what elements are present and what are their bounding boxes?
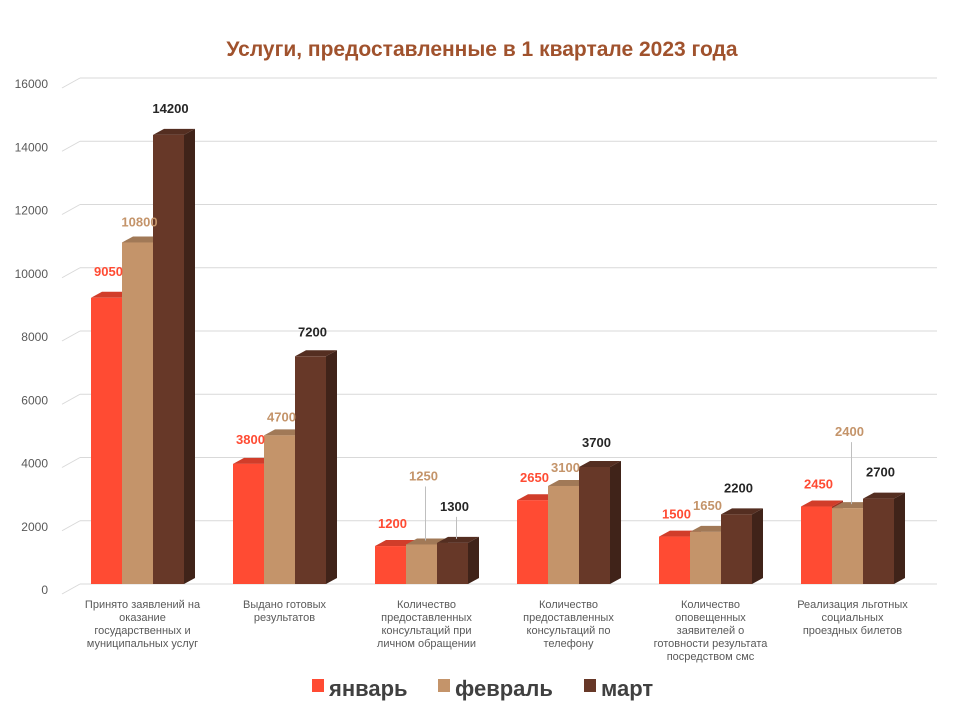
legend-swatch — [584, 679, 596, 692]
legend-swatch — [312, 679, 324, 692]
legend-swatch — [438, 679, 450, 692]
legend-label: январь — [328, 676, 408, 701]
data-label: 3800 — [236, 432, 265, 447]
bar-front — [863, 498, 894, 584]
category-label: Количество оповещенных заявителей о готовно… — [654, 599, 769, 663]
bar-front — [233, 463, 264, 584]
bar-front — [91, 297, 122, 584]
data-label: 2200 — [724, 480, 753, 495]
bar-top — [153, 128, 195, 135]
data-label: 2400 — [835, 424, 864, 439]
bar-front — [295, 356, 326, 584]
data-label: 1300 — [440, 499, 469, 514]
y-tick-label: 10000 — [15, 267, 49, 281]
data-label: 14200 — [152, 101, 188, 116]
category-labels: Принято заявлений на оказание государствен… — [85, 599, 908, 663]
data-label: 7200 — [298, 324, 327, 339]
bars — [91, 128, 905, 585]
bar-front — [437, 542, 468, 584]
y-tick-label: 2000 — [21, 520, 48, 534]
bar — [153, 128, 195, 585]
data-label: 2650 — [520, 470, 549, 485]
gridline-depth — [61, 330, 81, 342]
bar-front — [517, 500, 548, 584]
bar-front — [659, 536, 690, 584]
gridline-depth — [61, 204, 81, 215]
bar-top — [579, 460, 621, 467]
bar — [579, 460, 621, 584]
gridline-depth — [61, 520, 81, 532]
data-label: 1200 — [378, 516, 407, 531]
bar-front — [375, 546, 406, 584]
bar — [437, 536, 479, 584]
bar — [863, 492, 905, 584]
bar-top — [801, 500, 843, 507]
data-label: 10800 — [121, 214, 157, 229]
data-label: 3700 — [582, 435, 611, 450]
y-tick-label: 0 — [41, 583, 48, 597]
gridline-depth — [61, 77, 81, 89]
bar-top — [863, 492, 905, 499]
bar-front — [548, 485, 579, 584]
gridline-depth — [61, 267, 81, 279]
legend-label: март — [601, 676, 653, 701]
legend-item: январь — [312, 676, 408, 701]
bar-front — [721, 514, 752, 584]
category-label: Выдано готовых результатов — [243, 599, 326, 624]
gridline-depth — [61, 393, 81, 405]
bar-front — [264, 435, 295, 584]
bar-front — [153, 134, 184, 585]
bar-front — [690, 531, 721, 584]
gridline-depth — [61, 457, 81, 468]
y-tick-label: 12000 — [15, 204, 49, 218]
legend-item: февраль — [438, 676, 553, 701]
gridline-depth — [61, 140, 81, 152]
grid — [61, 77, 937, 595]
bar — [721, 508, 763, 584]
bar-front — [406, 544, 437, 584]
category-label: Количество предоставленных консультаций пр… — [377, 599, 476, 650]
data-label: 9050 — [94, 264, 123, 279]
bar-front — [579, 466, 610, 584]
bar-side — [326, 350, 337, 584]
data-label: 4700 — [267, 409, 296, 424]
y-tick-label: 4000 — [21, 457, 48, 471]
bar-front — [122, 242, 153, 584]
legend: январь февраль март — [312, 676, 653, 701]
y-tick-label: 8000 — [21, 330, 48, 344]
data-label: 3100 — [551, 460, 580, 475]
y-tick-label: 14000 — [15, 140, 49, 154]
bar-side — [610, 460, 621, 584]
category-label: Количество предоставленных консультаций по… — [523, 599, 614, 650]
data-label: 1250 — [409, 468, 438, 483]
bar — [295, 350, 337, 584]
bar-front — [832, 508, 863, 584]
bar-top — [721, 508, 763, 515]
bar-side — [184, 128, 195, 585]
y-tick-label: 6000 — [21, 393, 48, 407]
category-label: Реализация льготных социальных проездных б… — [797, 599, 908, 637]
data-label: 2700 — [866, 465, 895, 480]
bar-top — [437, 536, 479, 543]
data-label: 1650 — [693, 498, 722, 513]
y-axis-ticks: 0 2000 4000 6000 8000 10000 12000 14000 16000 — [15, 77, 49, 597]
category-label: Принято заявлений на оказание государствен… — [85, 599, 201, 650]
legend-label: февраль — [455, 676, 553, 701]
bar-top — [295, 350, 337, 357]
legend-item: март — [584, 676, 653, 701]
y-tick-label: 16000 — [15, 77, 49, 91]
bar-side — [894, 492, 905, 584]
gridline-depth — [61, 583, 81, 595]
chart-title: Услуги, предоставленные в 1 квартале 202… — [226, 38, 737, 61]
bar-side — [752, 508, 763, 584]
bar-side — [468, 536, 479, 584]
bar-front — [801, 506, 832, 584]
data-label: 2450 — [804, 477, 833, 492]
data-label: 1500 — [662, 507, 691, 522]
